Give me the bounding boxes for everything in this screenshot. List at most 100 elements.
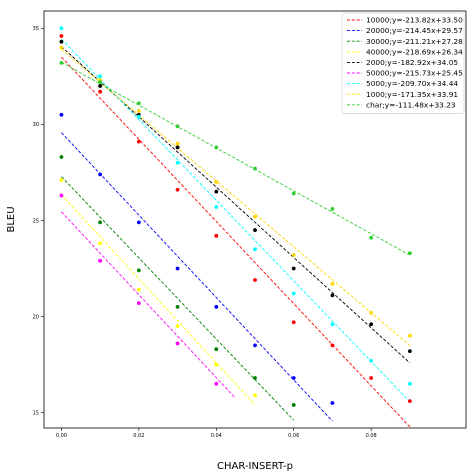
data-point-8-0 [59, 60, 64, 65]
data-point-1-4 [214, 305, 219, 309]
data-point-6-4 [214, 205, 219, 209]
data-point-6-9 [407, 381, 412, 386]
legend-label-2: 30000;y=-211.21x+27.28 [366, 37, 463, 46]
data-point-7-3 [175, 141, 180, 146]
data-point-6-2 [136, 114, 141, 119]
data-point-2-6 [291, 403, 296, 407]
data-point-3-1 [98, 241, 103, 246]
data-point-4-5 [253, 228, 257, 232]
fit-line-8 [61, 61, 411, 256]
data-point-7-6 [291, 253, 296, 257]
data-point-1-5 [253, 343, 257, 348]
fit-line-6 [61, 38, 411, 403]
data-point-6-5 [253, 247, 257, 252]
x-axis-ticks: 0.00 0.02 0.04 0.06 0.08 [56, 428, 377, 439]
data-point-5-0 [59, 193, 64, 198]
data-point-0-0 [59, 34, 64, 38]
data-point-2-0 [59, 155, 64, 159]
legend: 10000;y=-213.82x+33.5020000;y=-214.45x+2… [341, 12, 465, 114]
data-point-8-9 [407, 251, 412, 256]
data-point-7-5 [253, 214, 257, 219]
data-point-1-6 [291, 376, 296, 380]
data-point-1-0 [59, 112, 64, 117]
legend-label-3: 40000;y=-218.69x+26.34 [366, 47, 463, 56]
data-point-0-4 [214, 233, 219, 238]
data-point-4-3 [175, 145, 180, 150]
data-point-1-1 [98, 172, 103, 177]
legend-label-0: 10000;y=-213.82x+33.50 [366, 16, 463, 25]
data-point-5-3 [175, 341, 180, 346]
fit-line-4 [61, 46, 411, 364]
data-point-7-8 [369, 310, 374, 315]
fit-line-3 [61, 194, 256, 406]
data-point-4-9 [407, 349, 412, 354]
fit-line-5 [61, 211, 236, 399]
data-point-8-5 [253, 166, 257, 171]
data-point-0-5 [253, 278, 257, 282]
data-point-5-2 [136, 301, 141, 305]
fit-line-1 [61, 132, 333, 422]
data-point-0-1 [98, 89, 103, 94]
data-point-0-2 [136, 139, 141, 144]
data-point-2-5 [253, 376, 257, 380]
data-point-6-0 [59, 26, 64, 31]
data-point-7-7 [330, 281, 335, 286]
data-point-5-1 [98, 258, 103, 263]
legend-box [341, 12, 465, 114]
x-tick-label-0: 0.00 [56, 433, 67, 439]
data-point-2-1 [98, 220, 103, 225]
data-point-5-4 [214, 381, 219, 386]
data-point-6-6 [291, 291, 296, 296]
data-point-0-8 [369, 376, 374, 380]
fit-line-7 [61, 48, 411, 346]
data-point-6-8 [369, 358, 374, 363]
data-point-2-2 [136, 268, 141, 273]
y-tick-label-1: 20 [33, 314, 39, 320]
data-point-1-3 [175, 266, 180, 271]
data-point-7-4 [214, 180, 219, 184]
data-point-4-1 [98, 84, 103, 88]
x-tick-label-2: 0.04 [211, 433, 222, 439]
data-point-4-0 [59, 39, 64, 44]
data-point-4-4 [214, 189, 219, 194]
data-point-4-8 [369, 322, 374, 327]
data-point-2-4 [214, 347, 219, 352]
plot-frame [43, 10, 467, 429]
data-point-3-3 [175, 324, 180, 329]
legend-label-1: 20000;y=-214.45x+29.57 [366, 26, 463, 35]
data-point-3-0 [59, 178, 64, 183]
data-point-8-3 [175, 124, 180, 129]
data-point-8-6 [291, 191, 296, 196]
data-point-6-1 [98, 74, 103, 79]
data-point-4-7 [330, 293, 335, 298]
data-point-2-3 [175, 305, 180, 309]
data-points [59, 26, 412, 407]
y-tick-label-4: 35 [33, 26, 39, 32]
x-axis-label: CHAR-INSERT-p [217, 461, 293, 472]
data-point-3-2 [136, 287, 141, 292]
data-point-4-6 [291, 266, 296, 271]
legend-label-6: 5000;y=-209.70x+34.44 [366, 79, 458, 88]
data-point-8-4 [214, 145, 219, 150]
x-tick-label-3: 0.06 [288, 433, 299, 439]
legend-label-8: char;y=-111.48x+33.23 [366, 100, 456, 109]
legend-label-5: 50000;y=-215.73x+25.45 [366, 69, 463, 78]
data-point-8-8 [369, 235, 374, 240]
y-tick-label-0: 15 [33, 410, 39, 416]
y-tick-label-3: 30 [33, 122, 39, 128]
data-point-8-2 [136, 101, 141, 106]
data-point-3-5 [253, 393, 257, 398]
data-point-0-6 [291, 320, 296, 325]
data-point-0-3 [175, 187, 180, 192]
data-point-7-2 [136, 109, 141, 113]
data-point-6-7 [330, 322, 335, 327]
data-point-8-7 [330, 207, 335, 211]
data-point-7-0 [59, 45, 64, 50]
data-point-0-7 [330, 343, 335, 348]
data-point-6-3 [175, 160, 180, 165]
data-point-7-9 [407, 333, 412, 338]
x-tick-label-4: 0.08 [366, 433, 377, 439]
data-point-0-9 [407, 399, 412, 403]
legend-label-7: 1000;y=-171.35x+33.91 [366, 90, 458, 99]
